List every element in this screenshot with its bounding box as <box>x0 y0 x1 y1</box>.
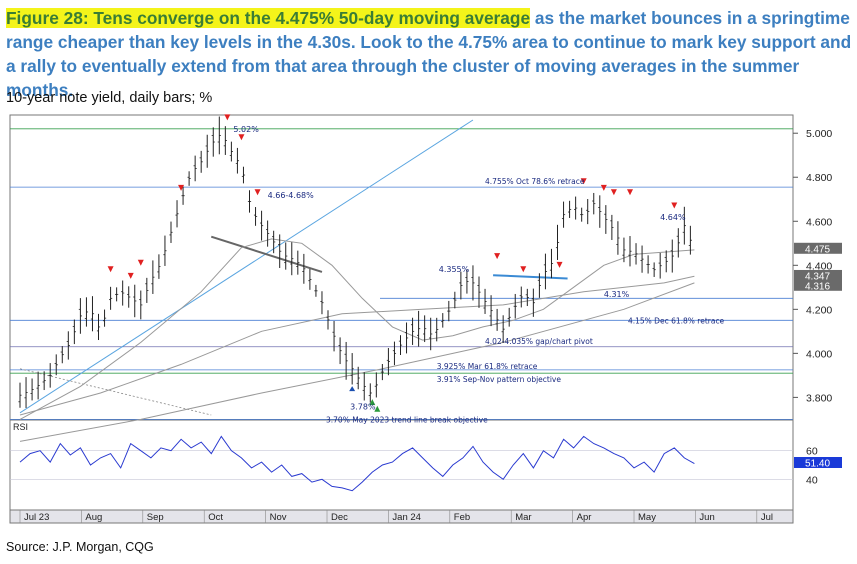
rsi-panel <box>9 419 794 511</box>
price-panel <box>9 114 794 421</box>
value-box <box>794 279 842 291</box>
value-box-label: 4.475 <box>805 244 830 255</box>
sell-arrow <box>626 189 633 196</box>
rsi-tick-label: 60 <box>806 446 818 458</box>
x-month-label: Jun <box>699 512 714 523</box>
value-box-label: 4.316 <box>805 281 830 292</box>
rsi-line <box>19 435 695 492</box>
buy-arrow <box>374 405 381 412</box>
sell-arrow <box>520 266 527 273</box>
value-box <box>794 269 842 281</box>
sell-arrow <box>610 189 617 196</box>
x-month-label: Apr <box>577 512 592 523</box>
source-note: Source: J.P. Morgan, CQG <box>6 540 154 554</box>
level-label: 3.925% Mar 61.8% retrace <box>437 362 538 371</box>
level-label: 4.02-4.035% gap/chart pivot <box>485 337 593 346</box>
value-box-label: 4.347 <box>805 271 830 282</box>
rsi-value-box <box>794 457 842 468</box>
figure-title-highlight: Figure 28: Tens converge on the 4.475% 5… <box>6 8 531 28</box>
x-month-label: Mar <box>515 512 531 523</box>
x-month-label: May <box>638 512 656 523</box>
x-month-label: Jul 23 <box>24 512 49 523</box>
sell-arrow <box>671 202 678 209</box>
x-month-label: Feb <box>454 512 470 523</box>
moving-average-line <box>19 238 695 420</box>
x-month-label: Sep <box>147 512 164 523</box>
buy-arrow <box>369 399 376 406</box>
downtrend-line <box>19 368 212 416</box>
y-tick-label: 4.000 <box>806 348 832 360</box>
x-month-label: Jan 24 <box>392 512 421 523</box>
sell-arrow <box>137 259 144 266</box>
rsi-title: RSI <box>13 422 28 432</box>
sell-arrow <box>580 178 587 185</box>
figure-title: Figure 28: Tens converge on the 4.475% 5… <box>6 6 852 102</box>
annotation-4.31: 4.31% <box>604 290 630 299</box>
level-label: 4.15% Dec 61.8% retrace <box>628 316 725 325</box>
y-tick-label: 3.800 <box>806 392 832 404</box>
sell-arrow <box>107 266 114 273</box>
rsi-tick-label: 40 <box>806 474 818 486</box>
uptrend-line <box>19 119 474 414</box>
y-tick-label: 4.400 <box>806 260 832 272</box>
annotation-3.78: 3.78% <box>350 402 376 411</box>
y-tick-label: 4.600 <box>806 216 832 228</box>
sell-arrow <box>494 253 501 260</box>
annotation-4.64: 4.64% <box>660 213 686 222</box>
x-month-label: Nov <box>270 512 287 523</box>
sell-arrow <box>600 184 607 191</box>
sell-arrow <box>254 189 261 196</box>
sell-arrow <box>238 134 245 141</box>
y-tick-label: 4.800 <box>806 172 832 184</box>
chart-subtitle: 10-year note yield, daily bars; % <box>6 90 213 106</box>
figure-title-rest: as the market bounces in a springtime ra… <box>6 8 852 100</box>
x-month-label: Oct <box>208 512 223 523</box>
pivot-line <box>493 274 568 280</box>
sell-arrow <box>556 261 563 268</box>
annotation-4.355: 4.355% <box>439 265 470 274</box>
annotation-5.02: 5.02% <box>233 125 259 134</box>
sell-arrow <box>127 272 134 279</box>
buy-arrow-blue <box>349 386 356 392</box>
level-label: 3.91% Sep-Nov pattern objective <box>437 375 562 384</box>
y-tick-label: 4.200 <box>806 304 832 316</box>
x-month-label: Dec <box>331 512 348 523</box>
annotation-4.66: 4.66-4.68% <box>268 191 315 200</box>
sell-arrow <box>178 184 185 191</box>
rsi-value-label: 51.40 <box>805 459 830 470</box>
value-box <box>794 242 842 254</box>
level-label: 3.70% May 2023 trend line break objectiv… <box>326 415 488 424</box>
x-month-label: Aug <box>85 512 102 523</box>
sell-arrow <box>224 114 231 121</box>
level-label: 4.755% Oct 78.6% retrace <box>485 177 585 186</box>
y-tick-label: 5.000 <box>806 128 832 140</box>
moving-average-line <box>19 275 695 416</box>
x-month-label: Jul <box>761 512 773 523</box>
